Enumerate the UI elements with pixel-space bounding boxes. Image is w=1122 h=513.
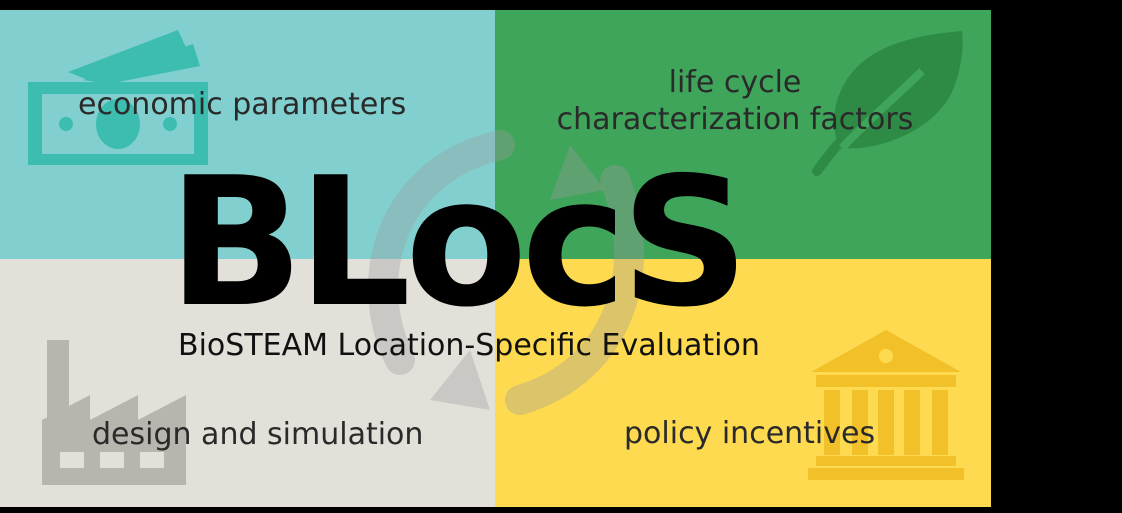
life-cycle-label-line1: life cycle	[668, 65, 802, 100]
leaf-icon	[812, 31, 963, 176]
page-title: BLocS	[168, 139, 749, 346]
factory-icon	[42, 340, 186, 485]
cycle-arrows-icon	[368, 130, 645, 415]
design-simulation-label: design and simulation	[92, 417, 424, 452]
government-building-icon	[808, 330, 964, 480]
life-cycle-label: life cycle characterization factors	[540, 64, 930, 138]
money-icon	[28, 30, 208, 165]
life-cycle-label-line2: characterization factors	[556, 102, 914, 137]
subtitle: BioSTEAM Location-Specific Evaluation	[178, 328, 760, 363]
policy-incentives-label: policy incentives	[624, 416, 876, 451]
economic-parameters-label: economic parameters	[78, 87, 407, 122]
